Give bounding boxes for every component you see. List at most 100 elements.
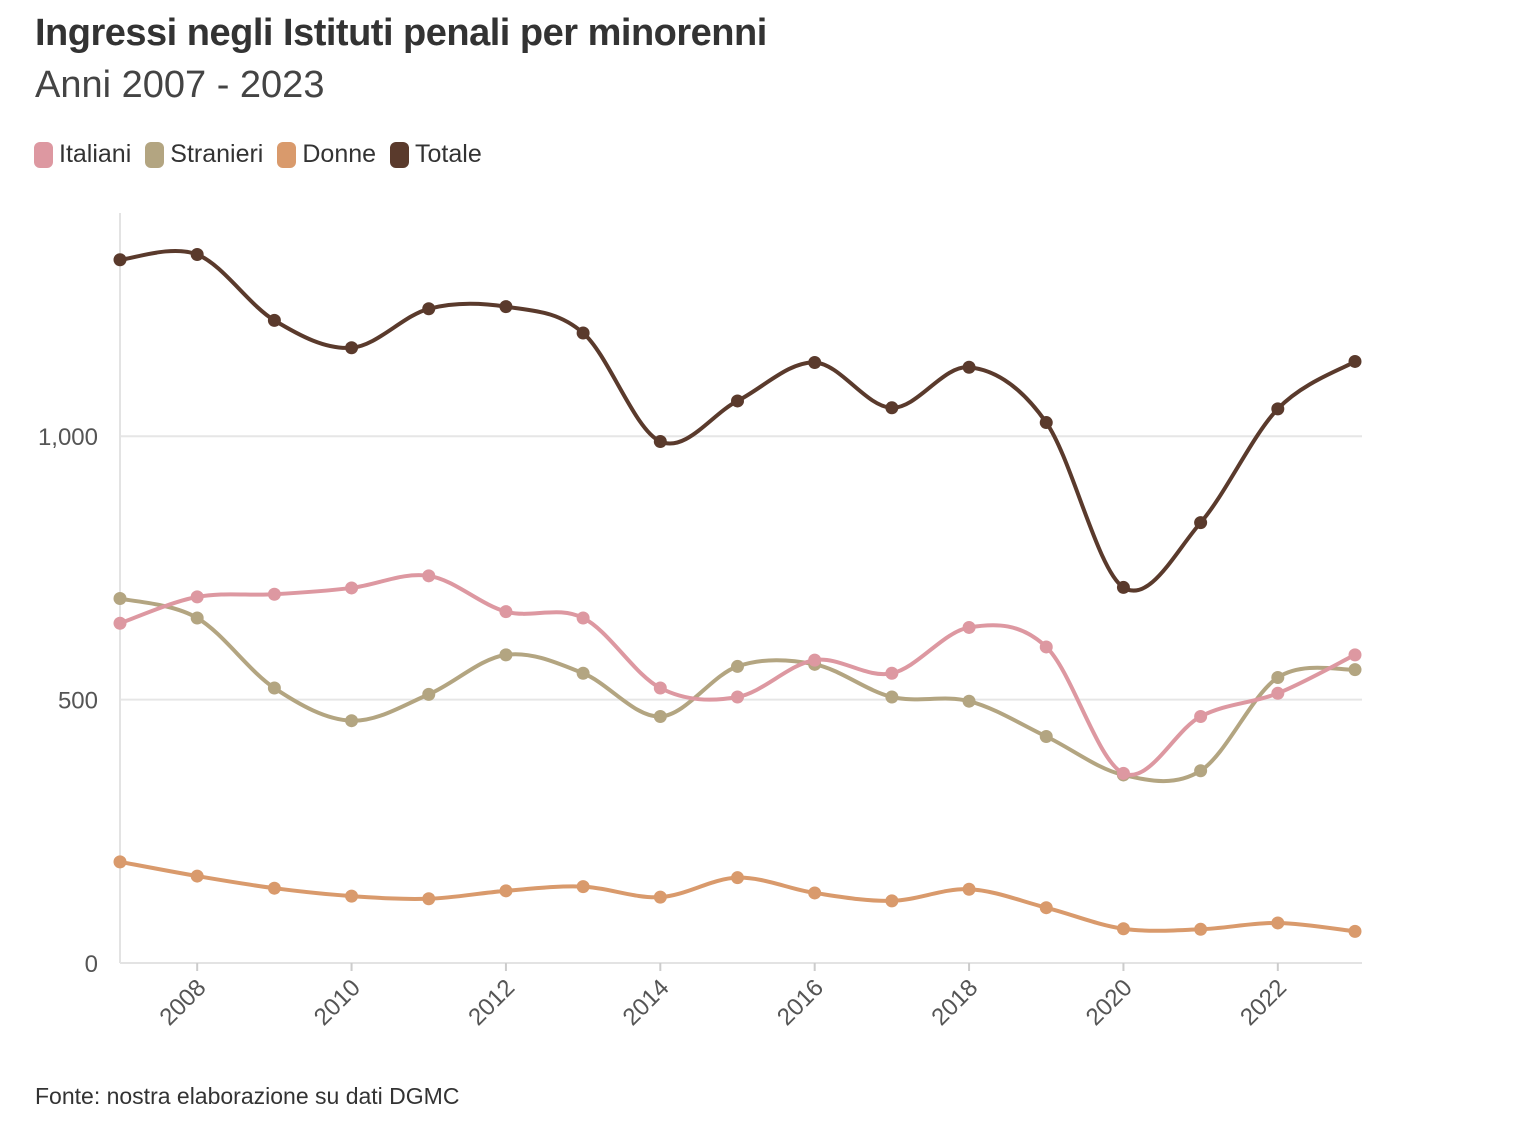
data-point-italiani (808, 653, 822, 667)
series-line-stranieri (118, 596, 1357, 784)
data-point-stranieri (1039, 729, 1053, 743)
data-point-stranieri (1348, 663, 1362, 677)
series-totale (113, 248, 1362, 594)
series-line-italiani (118, 573, 1357, 777)
x-tick-label: 2010 (309, 974, 366, 1031)
data-point-totale (1194, 516, 1208, 530)
series-italiani (113, 569, 1362, 780)
data-point-stranieri (190, 611, 204, 625)
data-point-totale (422, 302, 436, 316)
data-point-donne (113, 855, 127, 869)
data-point-italiani (653, 681, 667, 695)
line-chart: 0 500 1,000 2008 2010 2012 2014 2016 2018 2020 202… (38, 213, 1362, 1031)
data-point-totale (962, 360, 976, 374)
data-point-totale (1348, 354, 1362, 368)
data-point-donne (885, 894, 899, 908)
y-tick-label: 1,000 (38, 424, 98, 451)
data-point-totale (1039, 416, 1053, 430)
data-point-totale (1271, 402, 1285, 416)
data-point-donne (1039, 901, 1053, 915)
legend-swatch-stranieri (145, 141, 165, 168)
data-point-donne (422, 892, 436, 906)
series-stranieri (113, 591, 1362, 784)
legend-item-donne[interactable]: Donne (277, 140, 376, 169)
data-point-donne (1271, 916, 1285, 930)
data-point-stranieri (731, 659, 744, 673)
data-point-totale (190, 248, 204, 262)
data-point-italiani (190, 590, 204, 604)
data-point-italiani (422, 569, 436, 583)
data-point-italiani (499, 605, 513, 619)
data-point-italiani (1194, 709, 1208, 723)
chart-title: Ingressi negli Istituti penali per minor… (35, 12, 767, 54)
data-point-donne (267, 881, 281, 895)
data-point-totale (653, 435, 667, 449)
data-point-totale (499, 300, 513, 314)
x-tick-label: 2008 (155, 974, 212, 1031)
data-point-stranieri (422, 687, 436, 701)
data-point-donne (731, 871, 744, 885)
x-tick-label: 2018 (926, 974, 983, 1031)
data-point-stranieri (345, 714, 359, 728)
x-tick-label: 2014 (618, 974, 675, 1031)
legend-item-totale[interactable]: Totale (390, 140, 482, 169)
legend-label-totale: Totale (415, 140, 482, 168)
data-point-donne (808, 886, 822, 900)
legend-label-italiani: Italiani (59, 140, 132, 168)
data-point-italiani (1039, 640, 1053, 654)
data-point-italiani (1116, 766, 1130, 780)
x-tick-label: 2020 (1081, 974, 1138, 1031)
data-point-totale (576, 326, 590, 340)
data-point-italiani (885, 666, 899, 680)
data-point-italiani (962, 620, 976, 634)
data-point-italiani (731, 690, 744, 704)
data-point-totale (1116, 580, 1130, 594)
data-point-donne (576, 880, 590, 894)
data-point-italiani (267, 587, 281, 601)
data-point-italiani (1271, 686, 1285, 700)
series-donne (113, 855, 1362, 938)
legend-item-italiani[interactable]: Italiani (34, 140, 131, 169)
data-point-italiani (113, 616, 127, 630)
data-point-stranieri (653, 709, 667, 723)
data-point-italiani (576, 611, 590, 625)
data-point-stranieri (962, 694, 976, 708)
data-point-donne (1194, 922, 1208, 936)
data-point-italiani (345, 581, 359, 595)
chart-subtitle: Anni 2007 - 2023 (35, 64, 325, 106)
data-point-stranieri (267, 681, 281, 695)
data-point-stranieri (499, 648, 513, 662)
legend-swatch-totale (390, 141, 410, 168)
data-point-donne (653, 890, 667, 904)
series-line-totale (118, 249, 1357, 593)
legend-swatch-donne (277, 141, 297, 168)
x-tick-label: 2012 (463, 974, 520, 1031)
data-point-italiani (1348, 648, 1362, 662)
x-tick-label: 2016 (772, 974, 829, 1031)
legend-item-stranieri[interactable]: Stranieri (145, 140, 263, 169)
y-tick-label: 500 (58, 688, 98, 715)
data-point-donne (962, 882, 976, 896)
data-point-stranieri (113, 591, 127, 605)
data-point-stranieri (885, 690, 899, 704)
y-tick-label: 0 (85, 951, 98, 978)
legend-label-donne: Donne (302, 140, 377, 168)
data-point-stranieri (1271, 670, 1285, 684)
legend-label-stranieri: Stranieri (170, 140, 264, 168)
data-point-totale (885, 401, 899, 415)
data-point-totale (345, 341, 359, 355)
data-point-donne (345, 889, 359, 903)
source-note: Fonte: nostra elaborazione su dati DGMC (35, 1083, 460, 1109)
data-point-donne (190, 869, 204, 883)
data-point-stranieri (576, 666, 590, 680)
data-point-donne (1116, 922, 1130, 936)
chart-legend: Italiani Stranieri Donne Totale (34, 140, 496, 169)
data-point-stranieri (1194, 764, 1208, 778)
data-point-totale (808, 355, 822, 369)
data-point-donne (1348, 924, 1362, 938)
x-tick-label: 2022 (1235, 974, 1292, 1031)
data-point-totale (267, 313, 281, 327)
data-point-donne (499, 884, 513, 898)
legend-swatch-italiani (34, 141, 53, 168)
data-point-totale (113, 253, 127, 267)
